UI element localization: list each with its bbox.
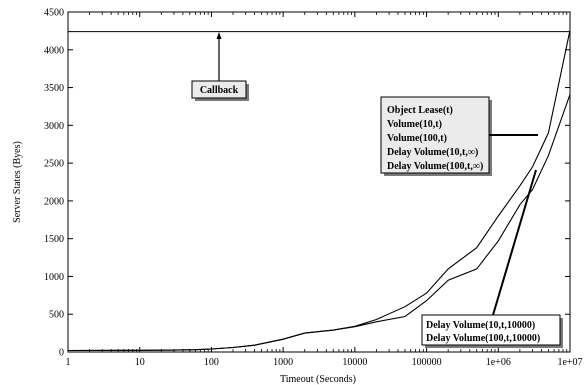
y-tick-label-0: 0 xyxy=(59,348,64,359)
y-tick-label-8: 4000 xyxy=(44,45,64,56)
y-tick-label-5: 2500 xyxy=(44,159,64,170)
callback-annotation: Callback xyxy=(191,32,249,101)
lower-legend-pointer xyxy=(492,169,537,316)
y-axis-title: Server States (Byes) xyxy=(12,141,23,223)
y-tick-label-3: 1500 xyxy=(44,234,64,245)
upper-legend-line-4: Delay Volume(10,t,∞) xyxy=(387,147,478,158)
y-tick-label-6: 3000 xyxy=(44,121,64,132)
x-tick-label-2: 100 xyxy=(204,357,219,368)
y-tick-label-2: 1000 xyxy=(44,272,64,283)
y-tick-label-4: 2000 xyxy=(44,196,64,207)
lower-legend-line-1: Delay Volume(10,t,10000) xyxy=(426,320,535,331)
upper-legend-box xyxy=(380,96,490,174)
upper-legend-annotation: Object Lease(t) Volume(10,t) Volume(100,… xyxy=(380,96,538,176)
x-tick-label-6: 1e+06 xyxy=(486,357,511,368)
y-tick-label-1: 500 xyxy=(49,310,64,321)
y-tick-label-9: 4500 xyxy=(44,8,64,19)
upper-legend-line-3: Volume(100,t) xyxy=(387,133,447,144)
callback-label: Callback xyxy=(200,85,239,96)
x-axis-title: Timeout (Seconds) xyxy=(280,374,356,385)
y-tick-label-7: 3500 xyxy=(44,83,64,94)
x-tick-label-3: 1000 xyxy=(273,357,293,368)
upper-legend-line-1: Object Lease(t) xyxy=(387,105,453,116)
x-tick-label-5: 100000 xyxy=(412,357,442,368)
x-tick-label-4: 10000 xyxy=(342,357,367,368)
x-tick-label-0: 1 xyxy=(66,357,71,368)
lower-legend-line-2: Delay Volume(100,t,10000) xyxy=(426,333,540,344)
chart-marks: 1 10 100 1000 10000 100000 1e+06 1e+07 0 500 1000 1… xyxy=(44,8,583,369)
lower-legend-box xyxy=(421,314,561,346)
upper-legend-line-2: Volume(10,t) xyxy=(387,119,442,130)
upper-legend-line-5: Delay Volume(100,t,∞) xyxy=(387,161,483,172)
callback-arrow-head xyxy=(216,32,222,39)
series-line-1 xyxy=(67,29,571,352)
x-tick-label-7: 1e+07 xyxy=(557,357,582,368)
x-tick-label-1: 10 xyxy=(135,357,145,368)
lower-legend-annotation: Delay Volume(10,t,10000) Delay Volume(10… xyxy=(421,169,563,348)
plot-frame xyxy=(67,11,571,353)
series-line-2 xyxy=(67,94,571,352)
